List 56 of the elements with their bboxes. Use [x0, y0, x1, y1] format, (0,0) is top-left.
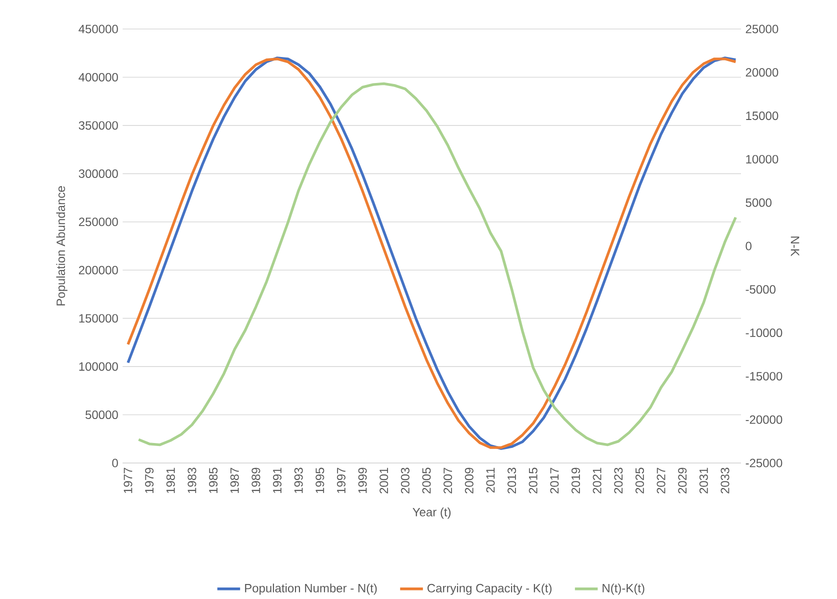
x-tick-label: 2021 — [592, 468, 602, 494]
x-tick-label: 1979 — [145, 468, 154, 493]
legend-label: N(t)-K(t) — [602, 583, 644, 595]
y2-tick-label: -15000 — [746, 372, 782, 380]
x-tick-label: 2005 — [422, 468, 431, 494]
x-tick-label: 1989 — [252, 468, 260, 493]
x-tick-label: 1987 — [230, 468, 239, 493]
y-tick-label: 400000 — [78, 72, 118, 82]
x-tick-label: 2009 — [464, 468, 474, 494]
y-tick-label: 300000 — [78, 169, 118, 178]
x-tick-label: 2011 — [486, 468, 495, 492]
y-tick-label: 200000 — [78, 266, 118, 274]
x-tick-label: 1977 — [124, 468, 132, 493]
y2-tick-label: -10000 — [746, 328, 782, 337]
x-tick-label: 1995 — [316, 468, 324, 493]
y-tick-label: 250000 — [78, 217, 118, 226]
x-tick-label: 1993 — [294, 468, 303, 493]
x-tick-label: 2023 — [614, 468, 623, 494]
x-tick-label: 2001 — [380, 468, 388, 494]
x-tick-label: 2033 — [720, 468, 730, 494]
y2-tick-label: -5000 — [746, 284, 776, 294]
x-tick-label: 1997 — [336, 468, 346, 493]
y-tick-label: 50000 — [86, 410, 118, 419]
y2-tick-label: -20000 — [746, 415, 782, 424]
x-axis-title: Year (t) — [412, 507, 451, 519]
x-tick-label: 2019 — [572, 468, 580, 494]
x-tick-label: 2015 — [528, 468, 538, 494]
y2-tick-label: 25000 — [746, 24, 778, 34]
x-tick-label: 1981 — [166, 468, 175, 493]
y-tick-label: 100000 — [79, 362, 118, 371]
x-tick-label: 2027 — [656, 468, 666, 494]
y2-tick-label: 5000 — [746, 198, 772, 207]
y2-tick-label: 20000 — [746, 68, 778, 76]
y-tick-label: 350000 — [78, 120, 118, 130]
y2-axis-title: N-K — [790, 236, 800, 256]
x-tick-label: 1985 — [209, 468, 218, 493]
x-tick-label: 1983 — [188, 468, 196, 493]
x-tick-label: 2013 — [508, 468, 516, 494]
y2-tick-label: 0 — [746, 242, 752, 250]
y-tick-label: 150000 — [79, 314, 118, 322]
x-tick-label: 2025 — [635, 468, 644, 494]
x-tick-label: 1999 — [358, 468, 367, 493]
x-tick-label: 2007 — [444, 468, 452, 494]
y-tick-label: 450000 — [78, 24, 118, 34]
x-tick-label: 2031 — [699, 468, 708, 494]
y2-tick-label: 10000 — [746, 154, 778, 164]
x-tick-label: 2029 — [678, 468, 687, 494]
x-tick-label: 1991 — [273, 468, 282, 493]
x-tick-label: 2017 — [550, 468, 559, 494]
legend-label: Carrying Capacity - K(t) — [428, 583, 552, 595]
y2-tick-label: 15000 — [746, 111, 778, 120]
legend-label: Population Number - N(t) — [245, 583, 377, 595]
x-tick-label: 2003 — [400, 468, 410, 494]
y-axis-title: Population Abundance — [56, 186, 68, 306]
y2-tick-label: -25000 — [746, 458, 782, 468]
y-tick-label: 0 — [112, 458, 118, 468]
